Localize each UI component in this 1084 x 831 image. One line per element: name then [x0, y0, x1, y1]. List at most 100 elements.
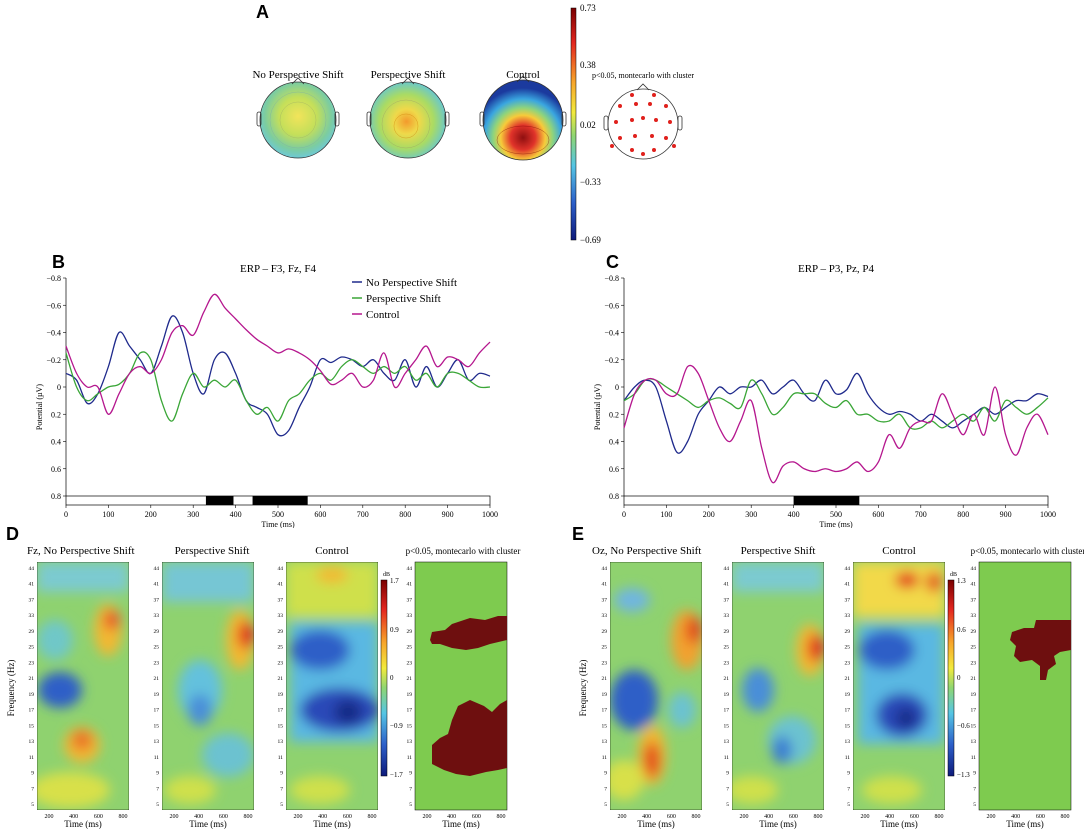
freq-tick-label: 17: [154, 708, 160, 714]
y-axis-label: Potential (µV): [35, 384, 44, 430]
time-tick-label: 800: [497, 814, 506, 820]
erp-chart-frontal: ERP – F3, Fz, F4 −0.8 −0.6 −0.4 −0.2 0 0.2 0.4 0…: [35, 263, 498, 528]
freq-tick-label: 5: [973, 802, 976, 808]
freq-tick-label: 33: [407, 613, 413, 619]
time-tick-label: 800: [244, 814, 253, 820]
tf-d-xlabel: Time (ms): [64, 819, 101, 829]
time-tick-label: 200: [740, 814, 749, 820]
time-tick-label: 200: [618, 814, 627, 820]
freq-tick-label: 23: [971, 660, 977, 666]
topo-cb-tick: −0.33: [580, 177, 601, 187]
time-tick-label: 200: [170, 814, 179, 820]
freq-tick-label: 41: [29, 582, 35, 588]
tf-d-xlabel: Time (ms): [313, 819, 350, 829]
time-tick-label: 200: [294, 814, 303, 820]
time-tick-label: 400: [194, 814, 203, 820]
freq-tick-label: 25: [602, 645, 608, 651]
sig-window: [205, 496, 234, 505]
sig-window: [793, 496, 860, 505]
tf-e-title-channel: Oz, No Perspective Shift: [592, 545, 701, 557]
freq-tick-label: 21: [407, 676, 413, 682]
x-tick-label: 900: [442, 510, 454, 519]
topo-stats-head: [603, 83, 683, 160]
tf-d-cb-tick: 0: [390, 674, 394, 682]
tf-d-xlabel: Time (ms): [442, 819, 479, 829]
legend-label: No Perspective Shift: [366, 277, 457, 289]
freq-tick-label: 13: [602, 739, 608, 745]
time-tick-label: 800: [935, 814, 944, 820]
freq-tick-label: 33: [602, 613, 608, 619]
freq-tick-label: 7: [409, 786, 412, 792]
freq-tick-label: 44: [154, 566, 160, 572]
time-tick-label: 600: [1036, 814, 1045, 820]
x-tick-label: 1000: [1040, 510, 1056, 519]
tf-d-cb-tick: −1.7: [390, 771, 403, 779]
x-tick-label: 0: [622, 510, 626, 519]
erp-series-line: [623, 364, 1049, 484]
topo-cb-tick: 0.73: [580, 3, 596, 13]
freq-tick-label: 29: [602, 629, 608, 635]
tf-e-cb-tick: −1.3: [957, 771, 970, 779]
tf-stats-d: [414, 561, 508, 811]
freq-tick-label: 41: [845, 582, 851, 588]
tf-d-cb-tick: 0.9: [390, 626, 399, 634]
erp-series-line: [65, 315, 491, 437]
y-tick-label: 0.4: [51, 438, 61, 447]
time-tick-label: 400: [1011, 814, 1020, 820]
freq-tick-label: 15: [154, 723, 160, 729]
y-tick-label: 0.8: [609, 492, 619, 501]
freq-tick-label: 25: [971, 645, 977, 651]
legend-label: Perspective Shift: [366, 293, 441, 305]
freq-tick-label: 37: [724, 597, 730, 603]
freq-tick-label: 44: [602, 566, 608, 572]
freq-tick-label: 11: [154, 755, 160, 761]
freq-tick-label: 15: [971, 723, 977, 729]
freq-tick-label: 37: [602, 597, 608, 603]
tf-d-title-channel: Fz, No Perspective Shift: [27, 545, 135, 557]
freq-tick-label: 25: [845, 645, 851, 651]
time-tick-label: 600: [219, 814, 228, 820]
tf-e-ylabel: Frequency (Hz): [578, 660, 588, 717]
tf-d-cb-tick: −0.9: [390, 722, 403, 730]
panel-letter-b: B: [52, 252, 65, 272]
topo-cb-tick: −0.69: [580, 235, 601, 245]
freq-tick-label: 44: [407, 566, 413, 572]
tf-panel-occipital: Oz, No Perspective Shift Perspective Shi…: [578, 545, 1084, 829]
topo-cb-tick: 0.38: [580, 60, 596, 70]
x-axis-label: Time (ms): [819, 520, 853, 528]
freq-tick-label: 29: [407, 629, 413, 635]
freq-tick-label: 11: [407, 755, 413, 761]
freq-tick-label: 17: [724, 708, 730, 714]
freq-tick-label: 9: [31, 771, 34, 777]
x-tick-label: 100: [102, 510, 114, 519]
erp-chart-parietal: ERP – P3, Pz, P4 −0.8 −0.6 −0.4 −0.2 0 0.2 0.4 0…: [593, 263, 1056, 528]
topo-shift: [366, 77, 450, 159]
freq-tick-label: 41: [971, 582, 977, 588]
freq-tick-label: 13: [154, 739, 160, 745]
tf-d-ylabel: Frequency (Hz): [6, 660, 16, 717]
time-tick-label: 400: [764, 814, 773, 820]
freq-tick-label: 25: [724, 645, 730, 651]
tf-e-xlabel: Time (ms): [637, 819, 674, 829]
x-tick-label: 500: [830, 510, 842, 519]
x-tick-label: 700: [357, 510, 369, 519]
y-tick-label: −0.2: [604, 356, 619, 365]
freq-tick-label: 29: [278, 629, 284, 635]
tf-map-e-shift: [732, 562, 824, 810]
panel-letter-d: D: [6, 524, 19, 544]
freq-tick-label: 5: [31, 802, 34, 808]
freq-tick-label: 21: [724, 676, 730, 682]
x-tick-label: 400: [788, 510, 800, 519]
time-tick-label: 400: [885, 814, 894, 820]
tf-d-title-stats: p<0.05, montecarlo with cluster: [406, 546, 521, 556]
freq-tick-label: 17: [407, 708, 413, 714]
freq-tick-label: 19: [278, 692, 284, 698]
freq-tick-label: 33: [845, 613, 851, 619]
time-tick-label: 600: [667, 814, 676, 820]
tf-d-title-shift: Perspective Shift: [175, 545, 250, 557]
time-tick-label: 200: [423, 814, 432, 820]
panel-letter-c: C: [606, 252, 619, 272]
tf-e-title-shift: Perspective Shift: [741, 545, 816, 557]
topo-cb-tick: 0.02: [580, 120, 596, 130]
freq-tick-label: 23: [407, 660, 413, 666]
